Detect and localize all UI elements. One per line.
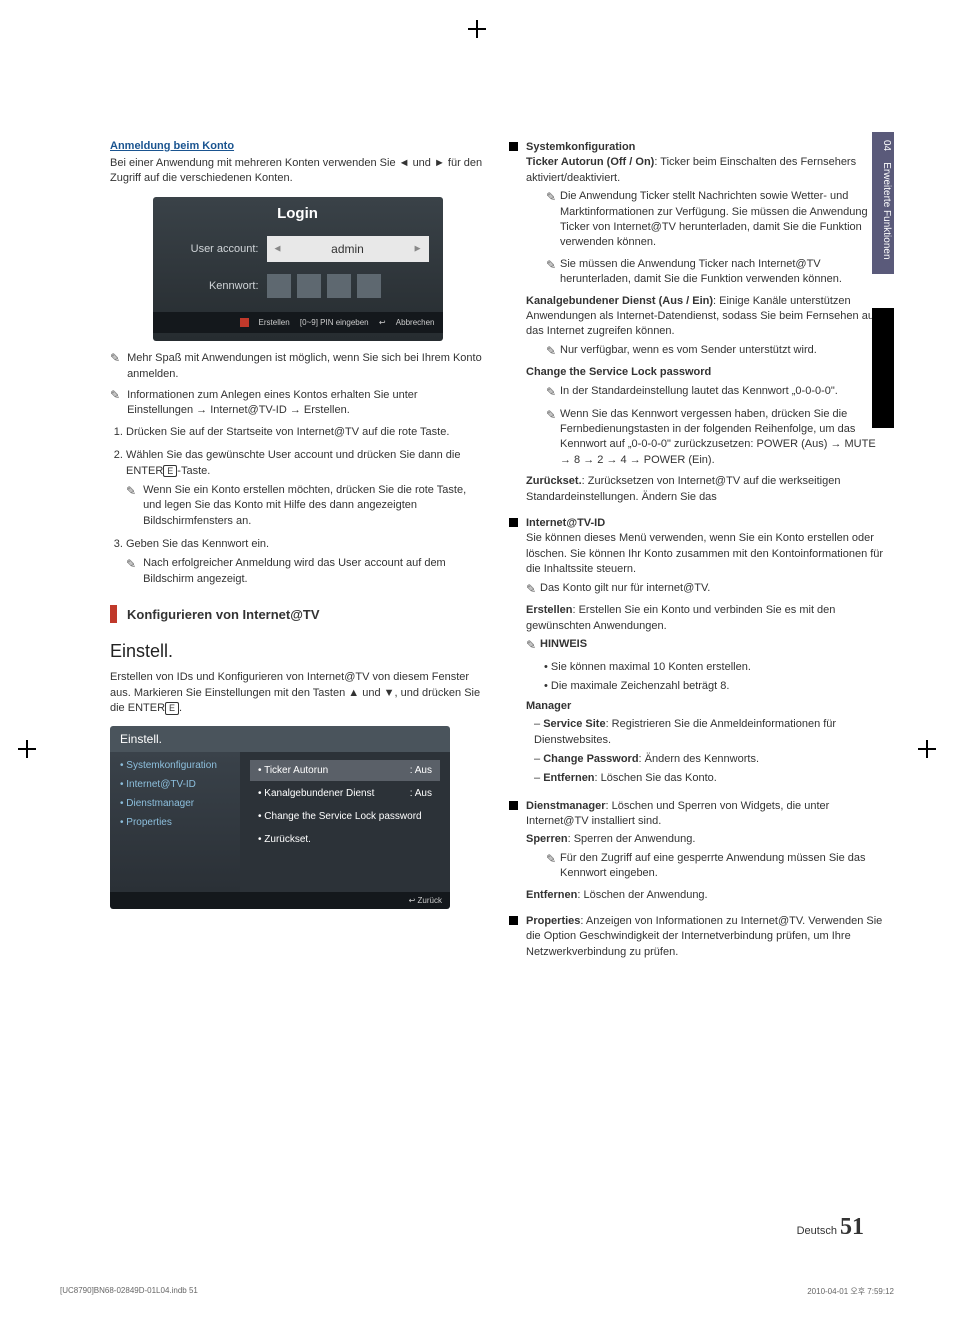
einstell-heading: Einstell.: [110, 641, 485, 662]
print-footer: [UC8790]BN68-02849D-01L04.indb 51 2010-0…: [60, 1286, 894, 1297]
pin-boxes[interactable]: [267, 274, 381, 298]
menu-item[interactable]: • Systemkonfiguration: [120, 760, 230, 771]
right-column: Systemkonfiguration Ticker Autorun (Off …: [509, 140, 884, 971]
login-user-value: admin: [331, 242, 364, 256]
pin-box[interactable]: [357, 274, 381, 298]
internetid-title: Internet@TV-ID: [526, 516, 884, 531]
menu-item[interactable]: • Internet@TV-ID: [120, 779, 230, 790]
login-footer: Erstellen [0~9] PIN eingeben ↩ Abbrechen: [153, 312, 443, 333]
change-pass-label: Change the Service Lock password: [526, 365, 884, 380]
side-tab-dark: [872, 308, 894, 428]
anmeldung-title: Anmeldung beim Konto: [110, 140, 485, 152]
note-icon: ✎: [546, 407, 560, 424]
cancel-btn[interactable]: ↩ Abbrechen: [379, 318, 435, 327]
dienst-section: Dienstmanager: Löschen und Sperren von W…: [509, 799, 884, 906]
note-icon: ✎: [526, 637, 540, 654]
note-text: Nach erfolgreicher Anmeldung wird das Us…: [143, 556, 484, 587]
login-pass-label: Kennwort:: [167, 280, 267, 292]
note-icon: ✎: [546, 189, 560, 206]
step-item: Drücken Sie auf der Startseite von Inter…: [126, 425, 485, 440]
manager-list: Service Site: Registrieren Sie die Anmel…: [526, 717, 884, 787]
side-tab: 04 Erweiterte Funktionen: [872, 132, 894, 274]
einstell-left-menu: • Systemkonfiguration • Internet@TV-ID •…: [110, 752, 240, 892]
red-bar-icon: [110, 605, 117, 623]
footer-lang: Deutsch: [797, 1225, 837, 1237]
arrow-left-icon[interactable]: ◄: [273, 243, 283, 254]
note-item: ✎ Mehr Spaß mit Anwendungen ist möglich,…: [110, 351, 485, 382]
step-item: Wählen Sie das gewünschte User account u…: [126, 448, 485, 529]
einstell-box: Einstell. • Systemkonfiguration • Intern…: [110, 726, 450, 909]
footer-page: 51: [840, 1214, 864, 1240]
steps-list: Drücken Sie auf der Startseite von Inter…: [110, 425, 485, 588]
login-box: Login User account: ◄ admin ► Kennwort:: [153, 197, 443, 341]
hinweis-list: Sie können maximal 10 Konten erstellen. …: [526, 660, 884, 695]
login-user-row: User account: ◄ admin ►: [153, 230, 443, 268]
note-icon: ✎: [110, 351, 124, 365]
syskonfig-section: Systemkonfiguration Ticker Autorun (Off …: [509, 140, 884, 508]
properties-section: Properties: Anzeigen von Informationen z…: [509, 914, 884, 963]
bullet-icon: [509, 518, 518, 527]
note-icon: ✎: [526, 581, 540, 598]
einstell-right-panel: • Ticker Autorun: Aus • Kanalgebundener …: [240, 752, 450, 892]
enter-icon: E: [163, 465, 177, 478]
create-btn[interactable]: Erstellen: [232, 318, 290, 327]
anmeldung-intro: Bei einer Anwendung mit mehreren Konten …: [110, 156, 485, 187]
login-user-label: User account:: [167, 243, 267, 255]
page-content: 04 Erweiterte Funktionen Anmeldung beim …: [0, 0, 954, 1321]
bullet-icon: [509, 142, 518, 151]
note-icon: ✎: [546, 384, 560, 401]
right-item[interactable]: • Kanalgebundener Dienst: Aus: [250, 783, 440, 804]
right-item[interactable]: • Zurückset.: [250, 829, 440, 850]
note-text: Wenn Sie ein Konto erstellen möchten, dr…: [143, 483, 484, 529]
step-item: Geben Sie das Kennwort ein. ✎ Nach erfol…: [126, 537, 485, 587]
konfig-heading: Konfigurieren von Internet@TV: [110, 605, 485, 623]
note-text: Informationen zum Anlegen eines Kontos e…: [127, 388, 484, 419]
bullet-icon: [509, 801, 518, 810]
manager-label: Manager: [526, 699, 884, 714]
right-item[interactable]: • Change the Service Lock password: [250, 806, 440, 827]
enter-icon: E: [165, 702, 179, 715]
login-header: Login: [153, 197, 443, 230]
bullet-icon: [509, 916, 518, 925]
login-pass-row: Kennwort:: [153, 268, 443, 304]
page-footer: Deutsch 51: [797, 1214, 864, 1241]
einstell-intro: Erstellen von IDs und Konfigurieren von …: [110, 670, 485, 716]
konfig-heading-text: Konfigurieren von Internet@TV: [127, 607, 320, 622]
side-tab-num: 04: [881, 140, 892, 151]
pin-hint: [0~9] PIN eingeben: [300, 318, 369, 327]
note-icon: ✎: [110, 388, 124, 402]
pin-box[interactable]: [267, 274, 291, 298]
print-left: [UC8790]BN68-02849D-01L04.indb 51: [60, 1286, 198, 1297]
login-user-field[interactable]: ◄ admin ►: [267, 236, 429, 262]
menu-item[interactable]: • Properties: [120, 817, 230, 828]
note-icon: ✎: [126, 483, 140, 500]
side-tab-label: Erweiterte Funktionen: [881, 162, 892, 259]
pin-box[interactable]: [297, 274, 321, 298]
note-icon: ✎: [546, 851, 560, 868]
note-icon: ✎: [546, 343, 560, 360]
note-text: Mehr Spaß mit Anwendungen ist möglich, w…: [127, 351, 484, 382]
right-item[interactable]: • Ticker Autorun: Aus: [250, 760, 440, 781]
einstell-box-title: Einstell.: [110, 726, 450, 752]
arrow-right-icon[interactable]: ►: [413, 243, 423, 254]
internetid-section: Internet@TV-ID Sie können dieses Menü ve…: [509, 516, 884, 791]
note-icon: ✎: [546, 257, 560, 274]
syskonfig-title: Systemkonfiguration: [526, 140, 884, 155]
pin-box[interactable]: [327, 274, 351, 298]
note-icon: ✎: [126, 556, 140, 573]
left-column: Anmeldung beim Konto Bei einer Anwendung…: [110, 140, 485, 971]
print-right: 2010-04-01 오후 7:59:12: [807, 1286, 894, 1297]
einstell-footer: ↩ Zurück: [110, 892, 450, 909]
menu-item[interactable]: • Dienstmanager: [120, 798, 230, 809]
note-item: ✎ Informationen zum Anlegen eines Kontos…: [110, 388, 485, 419]
